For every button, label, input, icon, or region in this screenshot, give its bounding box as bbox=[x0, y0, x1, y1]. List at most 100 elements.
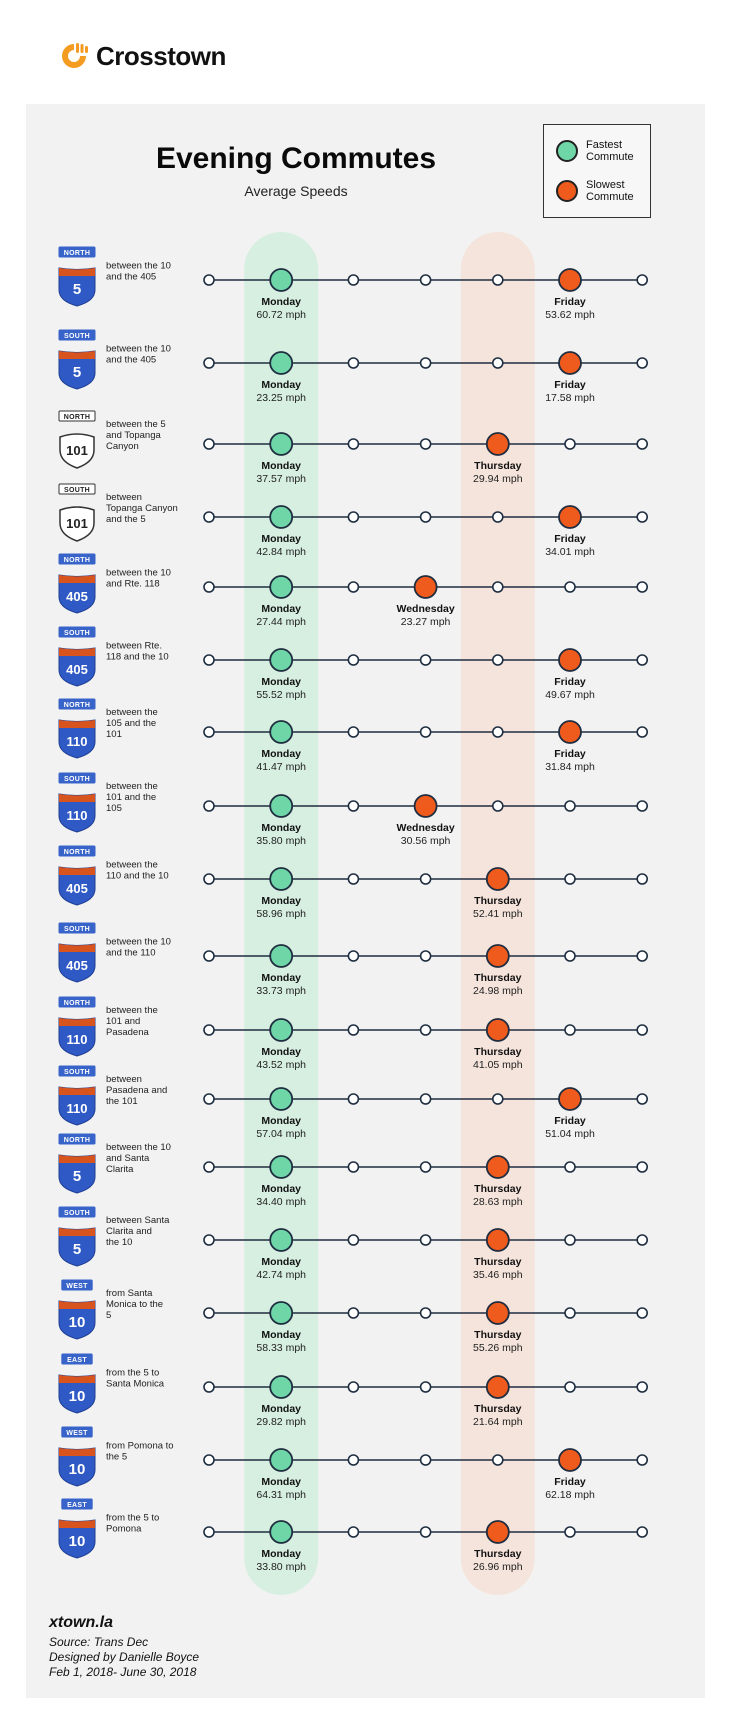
fastest-day-dot bbox=[269, 268, 294, 292]
fastest-day-label: Monday bbox=[261, 1183, 301, 1195]
fastest-speed-label: 60.72 mph bbox=[256, 309, 306, 321]
fastest-speed-label: 29.82 mph bbox=[256, 1416, 306, 1428]
day-dot-sunday bbox=[203, 1307, 215, 1319]
footer-source: Source: Trans Dec bbox=[49, 1635, 149, 1649]
day-dot-thursday bbox=[491, 800, 504, 812]
interstate-shield-icon bbox=[58, 1154, 96, 1194]
fastest-speed-label: 34.40 mph bbox=[256, 1196, 306, 1208]
direction-badge bbox=[58, 410, 96, 422]
crosstown-logo[interactable]: Crosstown bbox=[58, 40, 226, 72]
route-number: 405 bbox=[66, 589, 88, 604]
day-dot-friday bbox=[564, 1234, 576, 1246]
day-dot-tuesday bbox=[347, 274, 360, 286]
day-dot-sunday bbox=[203, 1161, 215, 1173]
day-dot-friday bbox=[564, 873, 576, 885]
fastest-day-label: Monday bbox=[261, 972, 301, 984]
direction-badge bbox=[61, 1426, 93, 1438]
day-dot-thursday bbox=[491, 511, 504, 523]
day-dot-friday bbox=[564, 800, 576, 812]
day-dot-wednesday bbox=[419, 1024, 432, 1036]
route-description: 101 bbox=[106, 729, 122, 740]
route-description: between the 10 bbox=[106, 261, 171, 272]
direction-label: NORTH bbox=[64, 702, 90, 709]
route-description: 105 bbox=[106, 803, 122, 814]
day-dot-saturday bbox=[636, 1381, 649, 1393]
slowest-day-dot bbox=[558, 1087, 582, 1111]
slowest-day-label: Wednesday bbox=[397, 603, 455, 615]
route-description: and the 5 bbox=[106, 514, 146, 525]
slowest-day-label: Friday bbox=[554, 533, 586, 545]
slowest-day-label: Friday bbox=[554, 676, 586, 688]
fastest-speed-label: 58.33 mph bbox=[256, 1342, 306, 1354]
crosstown-logo-icon bbox=[62, 43, 88, 68]
legend-item-slowest: Slowest Commute bbox=[556, 179, 640, 203]
route-description: Santa Monica bbox=[106, 1379, 165, 1390]
fastest-day-dot bbox=[269, 944, 294, 968]
direction-badge bbox=[58, 1133, 96, 1145]
route-row-sixth: SOUTH 405 between Rte.118 and the 10 Monday… bbox=[58, 626, 649, 701]
route-description: 5 bbox=[106, 1310, 111, 1321]
day-dot-sunday bbox=[203, 1093, 215, 1105]
route-description: and the 405 bbox=[106, 272, 156, 283]
slowest-speed-label: 31.84 mph bbox=[545, 761, 595, 773]
fastest-day-label: Monday bbox=[261, 1046, 301, 1058]
interstate-shield-icon bbox=[58, 350, 96, 390]
day-dot-thursday bbox=[491, 726, 504, 738]
slowest-speed-label: 17.58 mph bbox=[545, 392, 595, 404]
route-description: and Santa bbox=[106, 1153, 150, 1164]
direction-label: NORTH bbox=[64, 557, 90, 564]
fastest-day-label: Monday bbox=[261, 379, 301, 391]
day-dot-saturday bbox=[636, 654, 649, 666]
slowest-day-label: Thursday bbox=[474, 1548, 521, 1560]
day-dot-friday bbox=[564, 581, 576, 593]
slowest-day-dot bbox=[558, 351, 582, 375]
day-dot-saturday bbox=[636, 511, 649, 523]
fastest-day-dot bbox=[269, 1520, 294, 1544]
route-number: 405 bbox=[66, 958, 88, 973]
footer-brand[interactable]: xtown.la bbox=[49, 1614, 114, 1631]
route-description: between the 10 bbox=[106, 568, 171, 579]
brand-name: Crosstown bbox=[96, 40, 226, 71]
fastest-day-label: Monday bbox=[261, 460, 301, 472]
interstate-shield-icon bbox=[58, 793, 96, 833]
slowest-speed-label: 49.67 mph bbox=[545, 689, 595, 701]
route-description: the 10 bbox=[106, 1237, 132, 1248]
direction-label: NORTH bbox=[64, 849, 90, 856]
direction-badge bbox=[58, 698, 96, 710]
fastest-day-label: Monday bbox=[261, 895, 301, 907]
day-dot-friday bbox=[564, 1024, 576, 1036]
day-dot-friday bbox=[564, 950, 576, 962]
route-number: 110 bbox=[67, 1032, 88, 1047]
direction-label: SOUTH bbox=[64, 487, 90, 494]
day-dot-wednesday bbox=[419, 1161, 432, 1173]
day-dot-sunday bbox=[203, 950, 215, 962]
legend-label-fastest: Fastest Commute bbox=[586, 139, 634, 163]
interstate-shield-icon bbox=[58, 1519, 96, 1559]
direction-badge bbox=[58, 483, 96, 495]
day-dot-saturday bbox=[636, 800, 649, 812]
fastest-speed-label: 58.96 mph bbox=[256, 908, 306, 920]
day-dot-sunday bbox=[203, 1024, 215, 1036]
day-dot-tuesday bbox=[347, 1234, 360, 1246]
day-dot-wednesday bbox=[419, 654, 432, 666]
direction-badge bbox=[58, 246, 96, 258]
fastest-day-dot bbox=[269, 1155, 294, 1179]
day-dot-friday bbox=[564, 1161, 576, 1173]
route-description: and the 110 bbox=[106, 948, 155, 959]
slowest-speed-label: 41.05 mph bbox=[473, 1059, 523, 1071]
legend-swatch-slowest bbox=[556, 180, 578, 202]
fastest-speed-label: 35.80 mph bbox=[256, 835, 306, 847]
fastest-speed-label: 55.52 mph bbox=[256, 689, 306, 701]
direction-label: SOUTH bbox=[64, 630, 90, 637]
direction-badge bbox=[58, 996, 96, 1008]
day-dot-tuesday bbox=[347, 357, 360, 369]
slowest-day-dot bbox=[558, 720, 582, 744]
route-description: Pasadena bbox=[106, 1027, 150, 1038]
slowest-day-dot bbox=[485, 1301, 510, 1325]
slowest-day-dot bbox=[485, 1018, 510, 1042]
slowest-day-dot bbox=[558, 505, 582, 529]
day-dot-wednesday bbox=[419, 1093, 432, 1105]
slowest-speed-label: 55.26 mph bbox=[473, 1342, 523, 1354]
slowest-day-label: Thursday bbox=[474, 1046, 521, 1058]
